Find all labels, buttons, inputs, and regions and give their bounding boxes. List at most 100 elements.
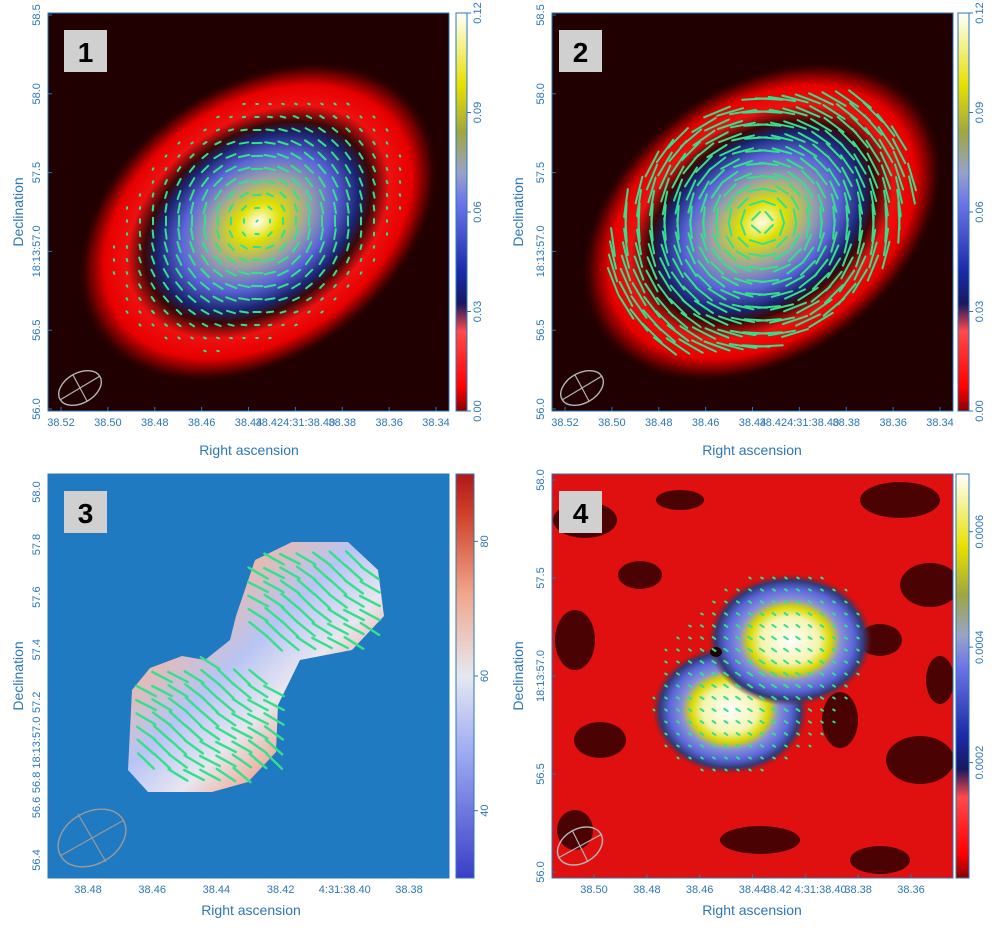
polarization-vector [718,132,742,144]
polarization-vector [852,268,868,294]
polarization-vector [844,624,848,628]
polarization-vector [661,190,669,216]
polarization-vector [372,204,376,212]
polarization-vector [864,127,882,149]
polarization-vector [247,683,269,699]
polarization-vector [842,179,852,201]
polarization-vector [241,231,247,237]
y-tick-label: 57.5 [31,162,43,183]
polarization-vector [724,756,728,760]
polarization-vector [151,242,155,252]
polarization-vector [231,740,253,754]
polarization-vector [700,756,704,760]
polarization-vector [661,230,669,254]
polarization-vector [868,241,878,269]
polarization-vector [307,310,311,314]
polarization-vector [831,660,837,664]
panel-2-xlabel: Right ascension [702,442,802,458]
polarization-vector [240,204,248,212]
polarization-vector [723,624,729,628]
polarization-vector [705,314,729,326]
polarization-vector [343,622,365,636]
polarization-vector [162,281,170,291]
polarization-vector [731,303,755,311]
polarization-vector [346,270,350,276]
polarization-vector [844,600,848,604]
polarization-vector [317,163,327,175]
polarization-vector [680,312,702,328]
polarization-vector [688,636,692,640]
polarization-vector [674,231,682,253]
polarization-vector [264,634,284,652]
x-tick-label: 38.52 [551,417,579,429]
polarization-vector [175,308,183,316]
polarization-vector [203,128,207,132]
polarization-vector [708,274,726,288]
polarization-vector [761,238,777,246]
polarization-vector [151,698,173,712]
polarization-vector [167,768,189,782]
polarization-vector [264,606,284,624]
polarization-vector [687,672,693,676]
polarization-vector [328,593,348,609]
polarization-vector [856,672,860,676]
polarization-vector [199,768,221,782]
polarization-vector [675,696,681,700]
polarization-vector [182,768,206,782]
polarization-vector [164,336,168,340]
polarization-vector [681,141,701,161]
polarization-vector [636,228,642,256]
polarization-vector [305,241,313,253]
polarization-vector [331,139,339,147]
polarization-vector [699,720,705,724]
polarization-vector [876,113,896,137]
polarization-vector [717,328,743,338]
polarization-vector [863,114,883,136]
polarization-vector [328,564,348,582]
polarization-vector [786,261,804,275]
polarization-vector [240,244,248,250]
colorbar-tick-label: 0.06 [974,201,986,222]
polarization-vector [177,336,181,340]
polarization-vector [865,139,881,163]
polarization-vector [232,766,252,784]
polarization-vector [263,593,285,609]
y-tick-label: 56.5 [535,319,547,340]
polarization-vector [795,671,801,677]
polarization-vector [279,115,287,119]
y-tick-label: 57.2 [31,692,43,713]
polarization-vector [663,217,667,241]
polarization-vector [331,163,339,175]
polarization-vector [312,592,332,610]
polarization-vector [660,177,670,203]
polarization-vector [183,739,205,755]
polarization-vector [138,310,142,314]
polarization-vector [784,756,788,760]
polarization-vector [177,154,181,158]
polarization-vector [679,325,703,341]
polarization-vector [820,576,824,580]
polarization-vector [188,254,196,266]
polarization-vector [721,275,739,287]
polarization-vector [664,660,668,664]
polarization-vector [631,282,647,306]
y-tick-label: 57.5 [535,567,547,588]
polarization-vector [643,296,661,318]
polarization-vector [704,118,730,132]
polarization-vector [788,248,802,262]
polarization-vector [216,668,236,686]
polarization-vector [812,143,830,159]
polarization-vector [163,254,169,266]
polarization-vector [813,258,829,278]
polarization-vector [673,244,683,266]
polarization-vector [175,267,183,279]
polarization-vector [212,282,224,290]
polarization-vector [794,93,822,105]
polarization-vector [607,253,619,283]
polarization-vector [176,166,182,172]
polarization-vector [773,263,791,273]
polarization-vector [239,310,249,314]
polarization-vector [723,183,737,197]
polarization-vector [647,243,657,267]
polarization-vector [735,695,741,701]
